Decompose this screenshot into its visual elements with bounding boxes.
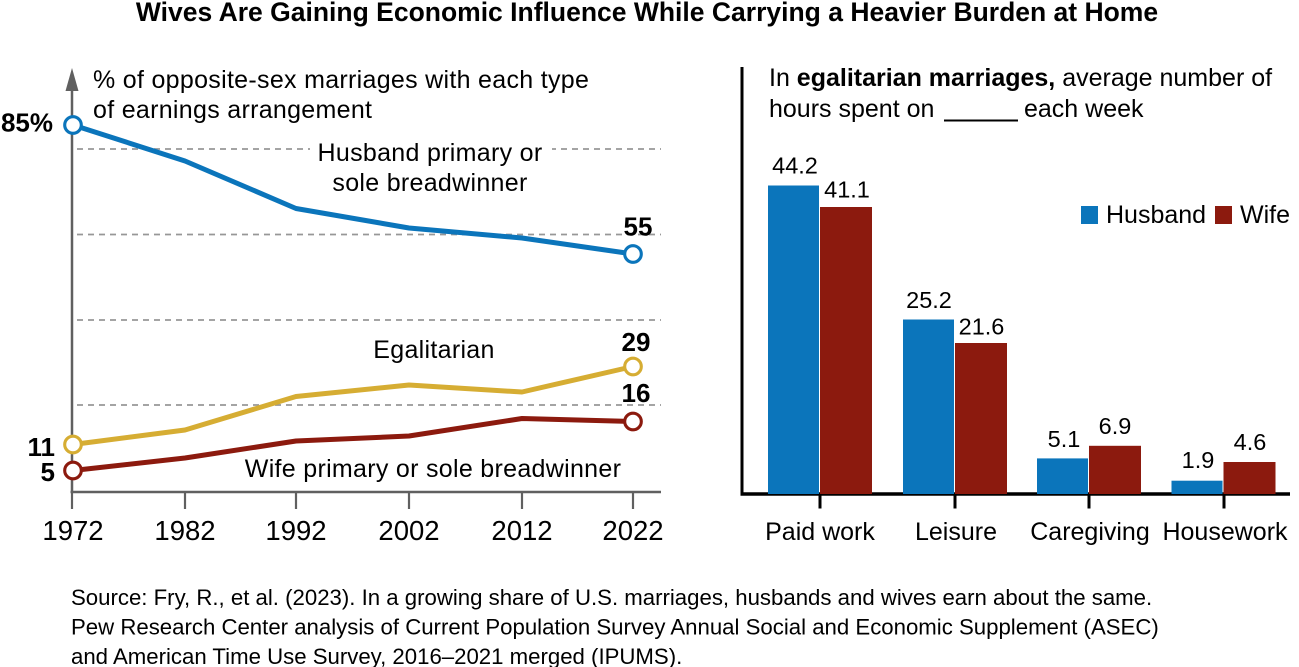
svg-text:41.1: 41.1	[824, 177, 870, 203]
svg-text:29: 29	[622, 327, 651, 357]
svg-text:5: 5	[41, 457, 55, 487]
svg-text:Wives Are Gaining Economic Inf: Wives Are Gaining Economic Influence Whi…	[136, 0, 1158, 27]
svg-text:85%: 85%	[1, 108, 53, 138]
svg-text:55: 55	[624, 212, 653, 242]
svg-text:Pew Research Center analysis o: Pew Research Center analysis of Current …	[71, 615, 1159, 640]
svg-text:sole breadwinner: sole breadwinner	[332, 169, 527, 197]
svg-text:2002: 2002	[378, 515, 439, 546]
svg-text:1972: 1972	[42, 515, 103, 546]
svg-text:Egalitarian: Egalitarian	[373, 336, 494, 364]
svg-text:Wife primary or sole breadwinn: Wife primary or sole breadwinner	[245, 455, 621, 483]
svg-text:21.6: 21.6	[959, 314, 1005, 340]
svg-text:Paid work: Paid work	[765, 518, 875, 546]
svg-text:of earnings arrangement: of earnings arrangement	[93, 96, 372, 124]
svg-text:1.9: 1.9	[1182, 447, 1215, 473]
svg-text:Husband: Husband	[1106, 201, 1206, 229]
svg-text:Source: Fry, R., et al. (2023): Source: Fry, R., et al. (2023). In a gro…	[71, 585, 1152, 610]
svg-text:Caregiving: Caregiving	[1030, 518, 1150, 546]
svg-text:2012: 2012	[491, 515, 552, 546]
svg-text:4.6: 4.6	[1234, 429, 1267, 455]
svg-text:44.2: 44.2	[772, 153, 818, 179]
svg-text:5.1: 5.1	[1048, 426, 1081, 452]
svg-text:11: 11	[28, 432, 56, 462]
svg-text:25.2: 25.2	[906, 287, 952, 313]
svg-text:% of opposite-sex marriages wi: % of opposite-sex marriages with each ty…	[93, 66, 589, 94]
svg-text:Housework: Housework	[1162, 518, 1288, 546]
svg-text:Husband primary or: Husband primary or	[318, 139, 543, 167]
svg-text:16: 16	[622, 378, 651, 408]
svg-text:6.9: 6.9	[1099, 413, 1132, 439]
svg-text:1992: 1992	[265, 515, 326, 546]
svg-text:and American Time Use Survey,: and American Time Use Survey, 2016–2021 …	[71, 644, 682, 667]
svg-text:2022: 2022	[602, 515, 663, 546]
svg-text:1982: 1982	[154, 515, 215, 546]
svg-text:In egalitarian marriages, aver: In egalitarian marriages, average number…	[769, 64, 1272, 92]
svg-text:each week: each week	[1024, 95, 1144, 123]
svg-text:Leisure: Leisure	[915, 518, 997, 546]
svg-text:Wife: Wife	[1240, 201, 1290, 229]
svg-text:hours spent on: hours spent on	[769, 95, 934, 123]
